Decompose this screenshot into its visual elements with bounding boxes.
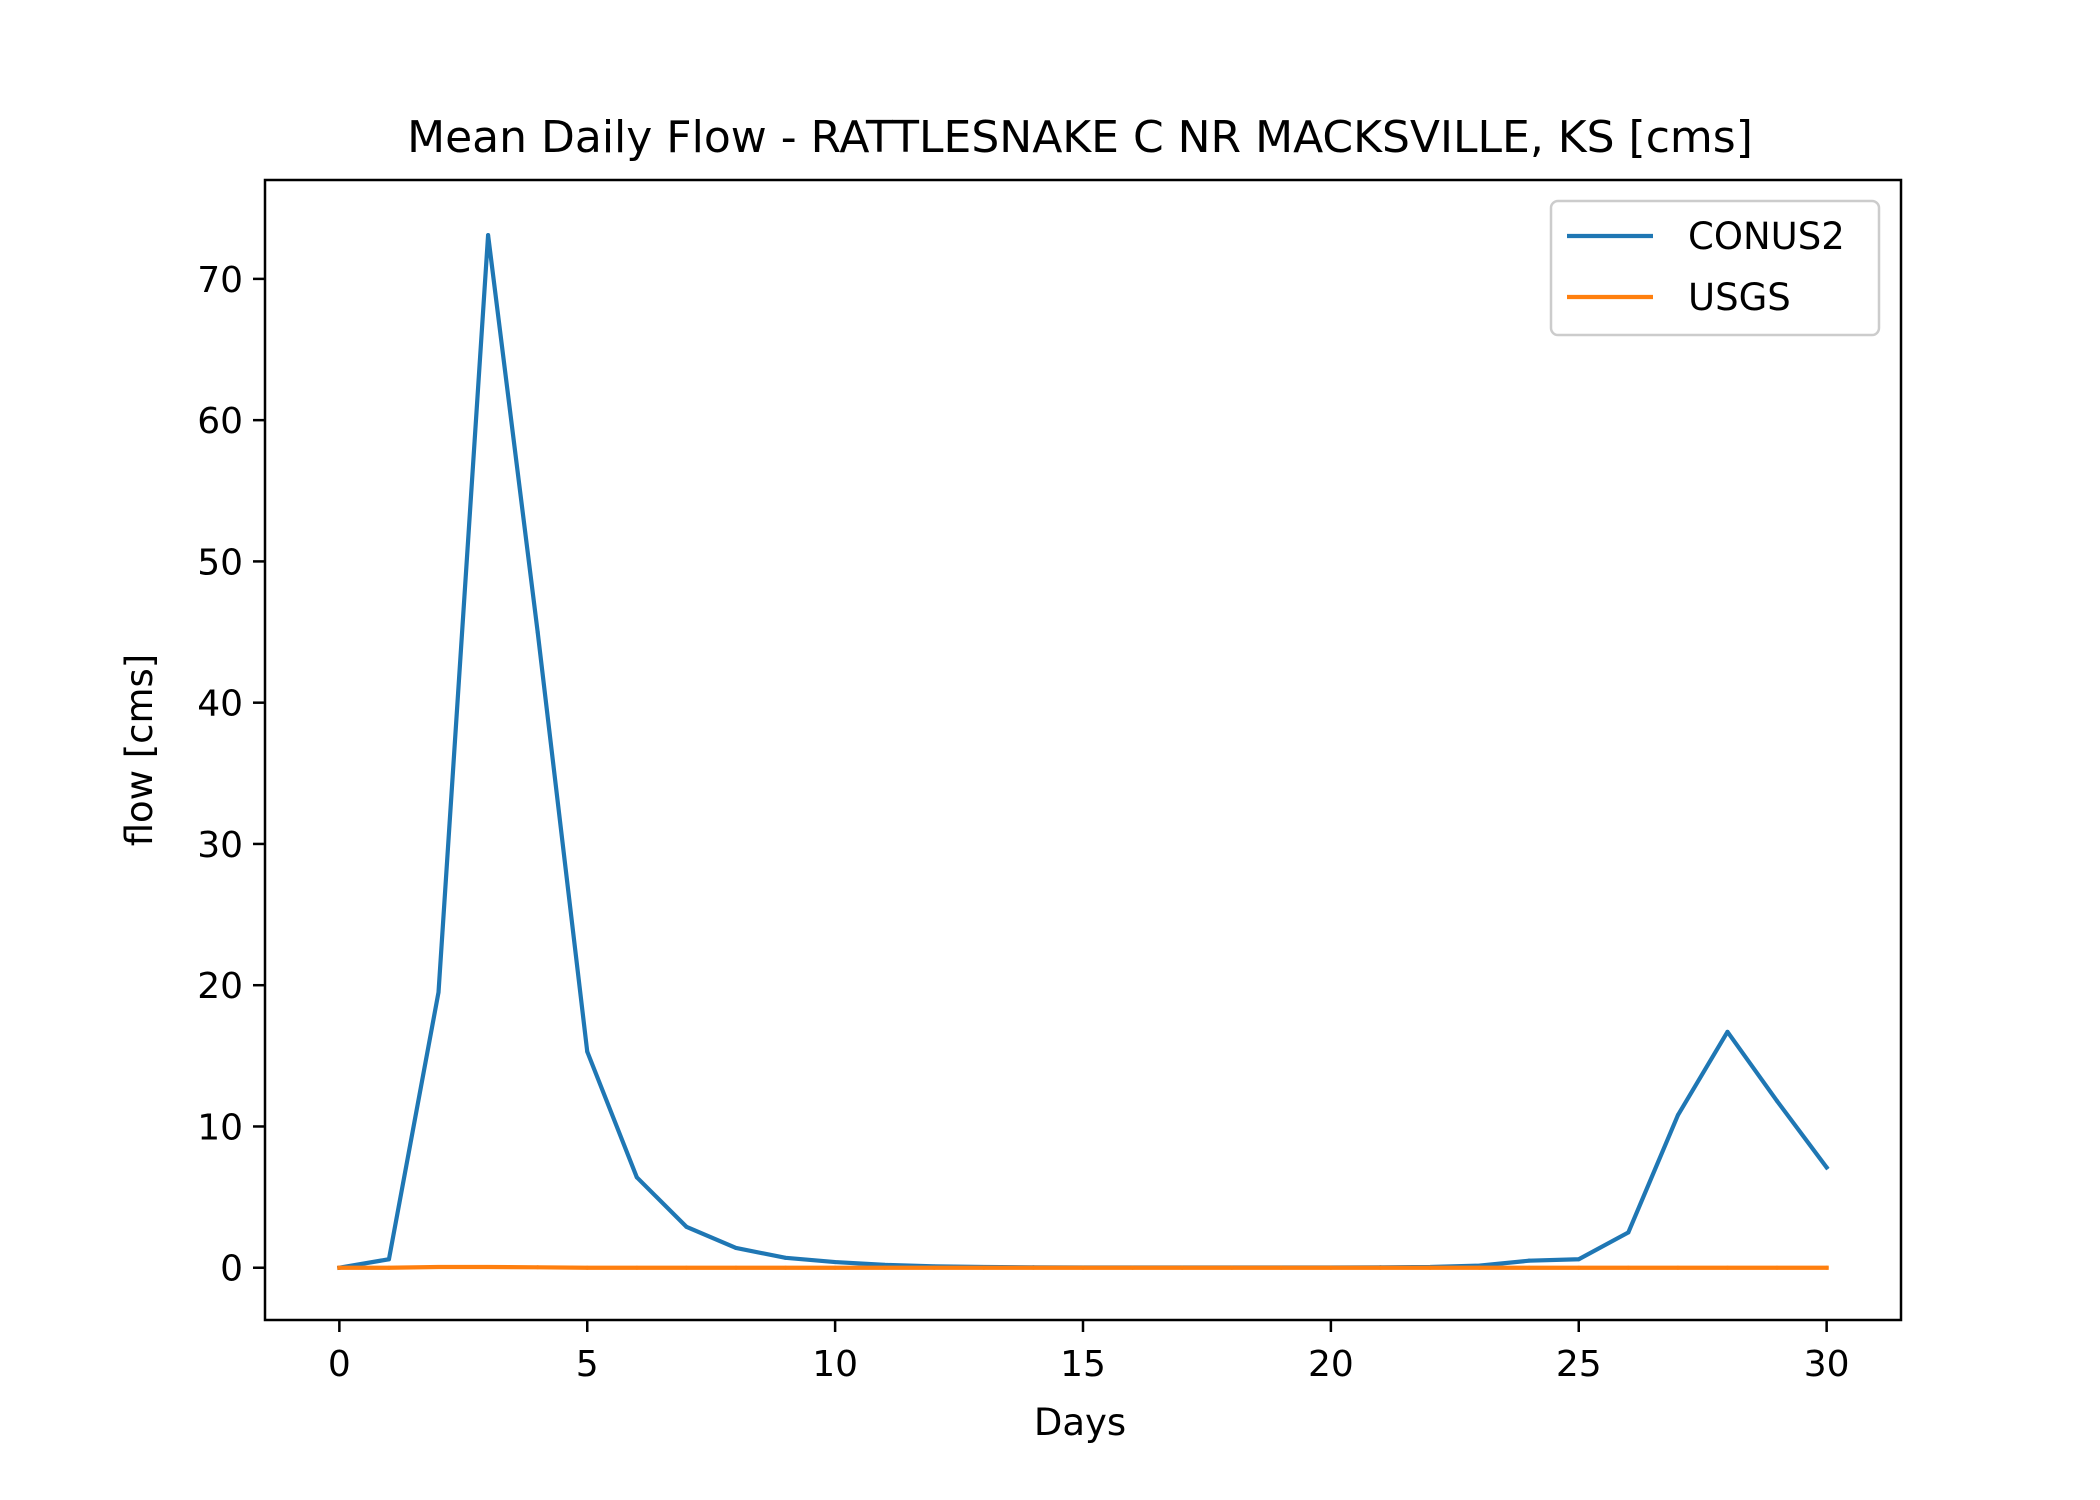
y-axis: 0 10 20 30 40 50 60 70 [197,260,265,1290]
data-point-conus2 [1824,1165,1829,1170]
data-point-usgs [436,1265,441,1270]
x-axis-label: Days [1034,1401,1126,1444]
data-point-usgs [932,1265,937,1270]
plot-area [336,232,1830,1271]
data-point-usgs [981,1265,986,1270]
x-tick-label: 25 [1556,1344,1602,1385]
data-point-usgs [833,1265,838,1270]
y-tick-label: 50 [197,542,243,583]
data-point-conus2 [1725,1029,1730,1034]
data-point-usgs [386,1265,391,1270]
data-point-usgs [634,1265,639,1270]
data-point-usgs [1378,1265,1383,1270]
data-point-conus2 [386,1257,391,1262]
legend: CONUS2 USGS [1549,199,1881,337]
x-axis: 0 5 10 15 20 25 30 [328,1320,1850,1385]
data-point-conus2 [1576,1257,1581,1262]
x-tick-label: 5 [576,1344,599,1385]
data-point-conus2 [733,1245,738,1250]
x-tick-label: 10 [812,1344,858,1385]
x-tick-label: 15 [1060,1344,1106,1385]
data-point-conus2 [783,1255,788,1260]
data-point-conus2 [833,1260,838,1265]
data-point-usgs [1428,1265,1433,1270]
data-point-usgs [1279,1265,1284,1270]
x-tick-label: 30 [1804,1344,1850,1385]
data-point-conus2 [436,990,441,995]
data-point-usgs [1527,1265,1532,1270]
data-point-conus2 [684,1224,689,1229]
data-point-usgs [882,1265,887,1270]
data-point-conus2 [585,1049,590,1054]
data-point-usgs [585,1265,590,1270]
data-point-usgs [337,1265,342,1270]
data-point-conus2 [1675,1113,1680,1118]
y-axis-label: flow [cms] [118,654,161,847]
data-point-usgs [1130,1265,1135,1270]
data-point-usgs [1229,1265,1234,1270]
plot-frame [263,178,1903,1322]
data-point-conus2 [1775,1099,1780,1104]
data-point-conus2 [1527,1258,1532,1263]
data-point-usgs [1824,1265,1829,1270]
y-tick-label: 30 [197,825,243,866]
y-tick-label: 70 [197,260,243,301]
data-point-usgs [1775,1265,1780,1270]
data-point-usgs [783,1265,788,1270]
chart-title: Mean Daily Flow - RATTLESNAKE C NR MACKS… [407,112,1753,163]
data-point-usgs [1477,1265,1482,1270]
data-point-usgs [733,1265,738,1270]
legend-label: CONUS2 [1688,215,1845,258]
y-tick-label: 40 [197,684,243,725]
data-point-usgs [684,1265,689,1270]
legend-label: USGS [1688,276,1791,319]
x-tick-label: 20 [1308,1344,1354,1385]
data-point-usgs [1081,1265,1085,1270]
data-point-usgs [486,1265,491,1270]
data-point-usgs [535,1265,540,1270]
data-point-conus2 [535,630,540,635]
x-tick-label: 0 [328,1344,351,1385]
data-point-usgs [1576,1265,1581,1270]
data-point-usgs [1626,1265,1631,1270]
data-point-conus2 [486,233,491,238]
data-point-usgs [1328,1265,1333,1270]
data-point-usgs [1675,1265,1680,1270]
data-point-conus2 [1626,1230,1631,1235]
y-tick-label: 10 [197,1107,243,1148]
y-tick-label: 0 [220,1249,243,1290]
y-tick-label: 20 [197,966,243,1007]
data-point-usgs [1031,1265,1036,1270]
y-tick-label: 60 [197,401,243,442]
series-line-conus2 [336,232,1830,1271]
data-point-usgs [1180,1265,1185,1270]
data-point-usgs [1725,1265,1730,1270]
data-point-conus2 [634,1175,639,1180]
